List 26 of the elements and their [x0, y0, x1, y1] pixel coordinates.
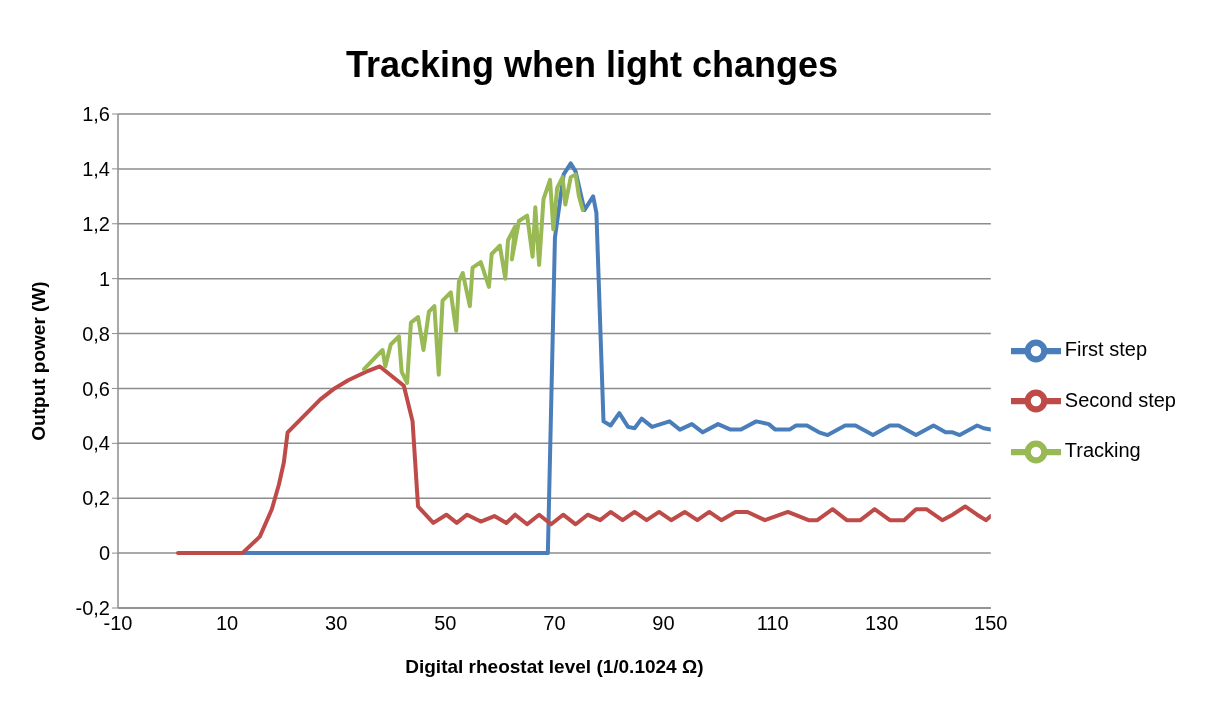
legend-label: Tracking — [1064, 439, 1141, 462]
chart-title: Tracking when light changes — [344, 43, 840, 87]
legend-label: Second step — [1064, 388, 1176, 411]
line-series — [176, 364, 991, 556]
y-tick-label: 0 — [98, 542, 110, 565]
line-series — [362, 172, 585, 385]
y-tick-label: 0,2 — [82, 487, 110, 510]
y-tick-label: 0,6 — [82, 377, 110, 400]
x-tick-label: 70 — [543, 612, 566, 635]
y-axis-title: Output power (W) — [27, 281, 49, 441]
x-tick-label: 10 — [215, 612, 239, 635]
y-tick-label: 0,4 — [82, 432, 110, 455]
x-tick-label: 50 — [434, 612, 457, 635]
y-tick-label: 1,4 — [82, 157, 110, 180]
y-tick-label: 1,2 — [82, 212, 110, 235]
y-tick-label: 1 — [98, 267, 110, 290]
x-tick-label: 110 — [756, 612, 789, 635]
x-tick-label: 130 — [865, 612, 899, 635]
x-axis-title: Digital rheostat level (1/0.1024 Ω) — [405, 656, 704, 677]
x-tick-label: 90 — [652, 612, 675, 635]
legend-label: First step — [1064, 337, 1148, 360]
y-tick-label: 1,6 — [82, 103, 110, 126]
x-tick-label: 30 — [325, 612, 348, 635]
y-tick-label: -0,2 — [75, 597, 110, 620]
y-tick-label: 0,8 — [82, 322, 110, 345]
x-tick-label: 150 — [974, 612, 1008, 635]
